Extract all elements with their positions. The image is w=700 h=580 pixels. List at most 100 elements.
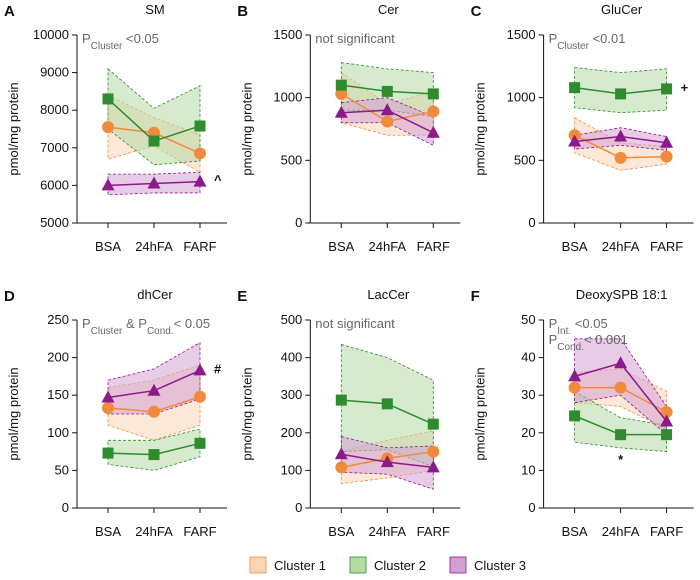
marker [334,447,348,460]
x-tick-label: 24hFA [602,239,640,254]
annotation-part: <0.05 [571,316,608,331]
panel-title: GluCer [601,2,643,17]
marker [102,121,114,134]
legend-label: Cluster 2 [374,558,426,573]
marker [102,447,114,459]
marker [335,79,347,91]
marker [615,429,627,441]
y-tick-label: 300 [281,387,303,402]
annotation-part: <0.01 [589,31,626,46]
y-tick-label: 1000 [273,90,302,105]
y-tick-label: 500 [281,312,303,327]
annotation: not significant [315,316,395,331]
marker [194,390,206,403]
x-tick-label: FARF [650,524,683,539]
annotation-part: < 0.05 [174,316,211,331]
y-tick-label: 8000 [40,102,69,117]
legend-swatch [249,556,267,574]
x-tick-label: 24hFA [602,524,640,539]
marker [101,390,115,403]
x-tick-label: 24hFA [135,239,173,254]
panel: F DeoxySPB 18:1 pmol/mg protein 0 10 20 30 40 50… [471,287,694,539]
marker [569,410,581,422]
panel-letter: D [4,288,15,305]
x-tick-label: FARF [417,524,450,539]
x-tick-label: FARF [650,239,683,254]
panel-title: SM [145,2,165,17]
marker [660,406,673,419]
panel: C GluCer pmol/mg protein 0 500 1000 1500 BSA 24h… [471,2,694,254]
panel-letter: B [237,3,248,20]
annotation-part: P [82,316,91,331]
marker [427,105,440,118]
point-note: * [618,452,624,467]
y-tick-label: 0 [295,500,302,515]
marker [335,394,347,406]
marker [614,129,628,142]
x-tick-label: BSA [328,524,354,539]
y-tick-label: 1500 [507,27,536,42]
x-tick-label: BSA [95,524,121,539]
annotation-part: P [549,31,558,46]
band [574,390,668,453]
legend-swatch [349,556,367,574]
annotation-part: Cluster [91,41,123,52]
marker [194,147,206,160]
marker [102,93,114,105]
y-tick-label: 6000 [40,177,69,192]
marker [660,150,673,163]
x-tick-label: BSA [562,239,588,254]
marker [426,460,440,473]
marker [335,461,348,474]
point-note: # [214,361,222,376]
annotation-part: < 0.001 [584,332,628,347]
y-tick-label: 1000 [507,90,536,105]
y-tick-label: 5000 [40,215,69,230]
marker [102,401,114,414]
panel-title: Cer [378,2,400,17]
panel-title: LacCer [367,287,410,302]
marker [426,125,440,138]
point-note: + [681,80,689,95]
y-tick-label: 50 [521,312,535,327]
marker [427,418,439,430]
y-tick-label: 400 [281,350,303,365]
annotation-part: Int. [557,326,571,337]
annotation-part: <0.05 [122,31,159,46]
legend-swatch [449,556,467,574]
x-tick-label: FARF [183,239,216,254]
marker [568,369,582,382]
marker [147,383,161,396]
annotation: PInt. <0.05 [549,316,608,337]
x-tick-label: 24hFA [369,239,407,254]
y-tick-label: 1500 [273,27,302,42]
marker [335,87,348,100]
annotation: PCluster <0.01 [549,31,626,52]
marker [334,105,348,118]
legend-label: Cluster 3 [474,558,526,573]
x-tick-label: 24hFA [369,524,407,539]
point-note: ^ [214,173,222,188]
annotation: PCluster & PCond.< 0.05 [82,316,210,337]
marker [427,88,439,100]
legend-label: Cluster 1 [274,558,326,573]
band [107,341,201,415]
panel-letter: E [237,288,247,305]
marker [661,83,673,95]
annotation: PCluster <0.05 [82,31,159,52]
marker [614,356,628,369]
y-tick-label: 0 [528,500,535,515]
y-tick-label: 20 [521,425,535,440]
marker [194,437,206,449]
x-tick-label: BSA [95,239,121,254]
panel-title: dhCer [137,287,173,302]
marker [193,363,207,376]
panel-letter: F [471,288,480,305]
x-tick-label: FARF [183,524,216,539]
annotation-part: Cond. [557,342,584,353]
marker [380,103,394,116]
y-tick-label: 200 [281,425,303,440]
x-tick-label: 24hFA [135,524,173,539]
